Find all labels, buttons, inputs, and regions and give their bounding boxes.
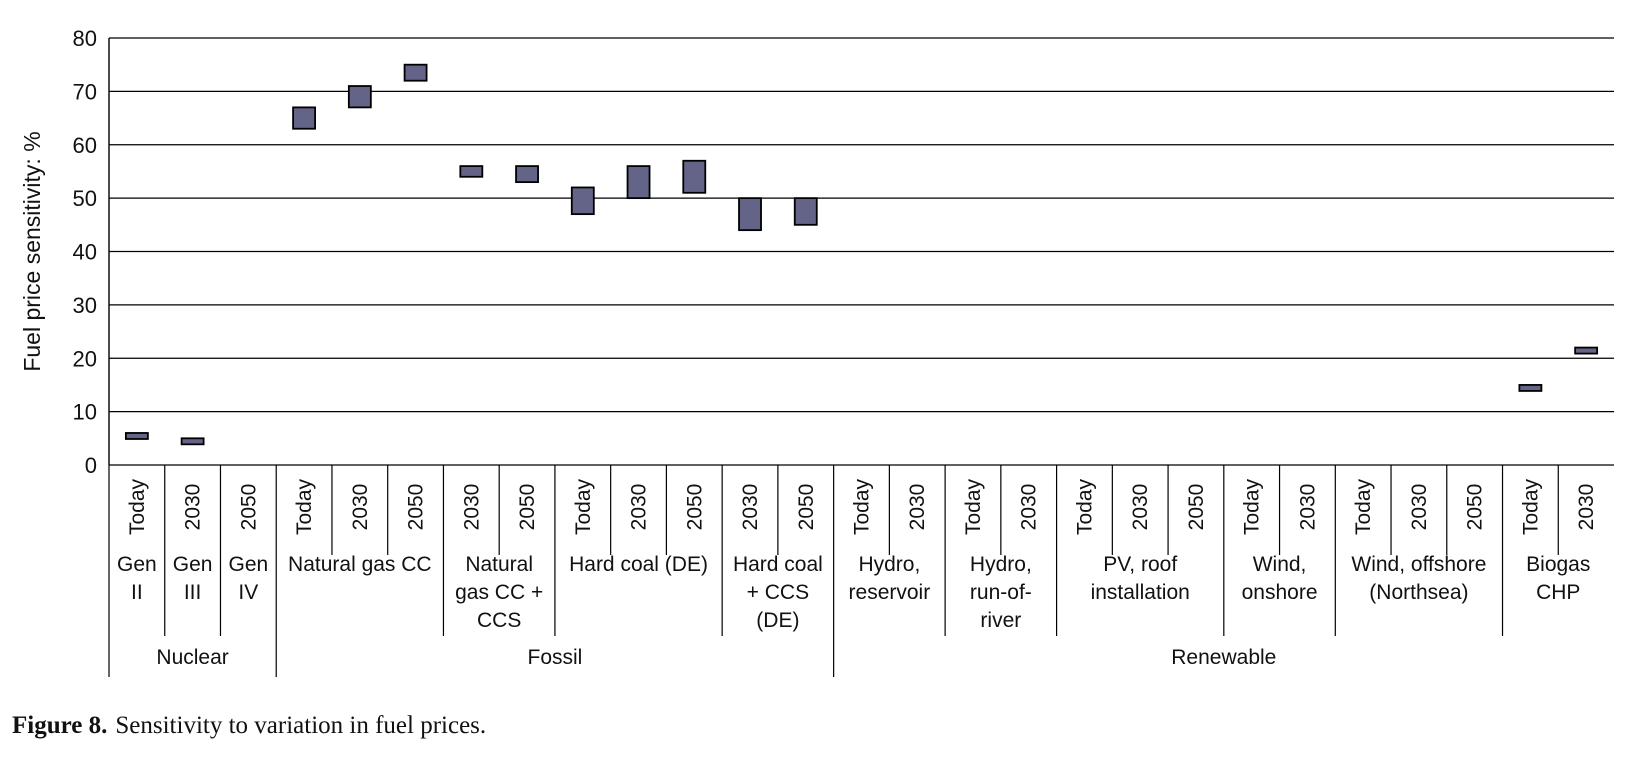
figure-caption: Figure 8. Sensitivity to variation in fue… — [12, 712, 486, 740]
period-label: 2050 — [237, 484, 260, 531]
technology-label: Gen — [117, 553, 157, 576]
period-label: 2030 — [906, 484, 929, 531]
technology-label: (DE) — [756, 609, 799, 632]
period-label: 2030 — [1575, 484, 1598, 531]
technology-label: Gen — [173, 553, 213, 576]
period-label: Today — [1241, 478, 1264, 535]
period-label: Today — [293, 478, 316, 535]
y-tick-label: 40 — [73, 240, 97, 265]
technology-label: CCS — [477, 609, 521, 632]
period-label: 2030 — [1408, 484, 1431, 531]
technology-label: gas CC + — [455, 581, 543, 604]
period-label: 2030 — [349, 484, 372, 531]
range-bar — [738, 197, 762, 232]
period-label: 2030 — [739, 484, 762, 531]
y-tick-label: 0 — [85, 453, 97, 478]
technology-label: (Northsea) — [1369, 581, 1468, 604]
period-label: 2050 — [1464, 484, 1487, 531]
technology-label: IV — [238, 581, 258, 604]
group-label: Nuclear — [156, 646, 228, 669]
period-label: Today — [126, 478, 149, 535]
period-label: Today — [962, 478, 985, 535]
period-label: 2030 — [1018, 484, 1041, 531]
y-tick-label: 50 — [73, 186, 97, 211]
range-bar — [292, 106, 316, 130]
technology-label: installation — [1091, 581, 1190, 604]
group-label: Renewable — [1171, 646, 1276, 669]
technology-label: Natural — [465, 553, 533, 576]
range-bar — [515, 165, 539, 184]
y-tick-label: 60 — [73, 133, 97, 158]
period-label: 2030 — [1129, 484, 1152, 531]
range-bar — [570, 186, 595, 216]
period-label: 2050 — [405, 484, 428, 531]
technology-label: Hydro, — [858, 553, 920, 576]
period-label: 2030 — [182, 484, 205, 531]
technology-label: Wind, offshore — [1351, 553, 1486, 576]
range-bar — [1574, 346, 1599, 355]
range-bar — [793, 197, 818, 226]
technology-label: Hydro, — [970, 553, 1032, 576]
technology-label: run-of- — [970, 581, 1032, 604]
period-label: 2050 — [516, 484, 539, 531]
technology-label: Hard coal — [733, 553, 823, 576]
period-label: Today — [1352, 478, 1375, 535]
period-label: 2030 — [460, 484, 483, 531]
range-bar — [459, 165, 484, 178]
range-bar — [682, 159, 707, 194]
technology-label: III — [184, 581, 202, 604]
technology-label: river — [980, 609, 1021, 632]
period-label: 2030 — [1296, 484, 1319, 531]
period-label: 2050 — [795, 484, 818, 531]
technology-label: Wind, — [1253, 553, 1307, 576]
group-label: Fossil — [528, 646, 583, 669]
range-bar — [1518, 384, 1543, 392]
range-bar — [180, 437, 205, 446]
y-tick-label: 10 — [73, 400, 97, 425]
y-axis-label: Fuel price sensitivity: % — [19, 131, 45, 371]
range-bar — [403, 63, 428, 82]
y-tick-label: 20 — [73, 346, 97, 371]
technology-label: Hard coal (DE) — [569, 553, 708, 576]
technology-label: CHP — [1536, 581, 1580, 604]
technology-label: Gen — [229, 553, 269, 576]
y-tick-label: 70 — [73, 79, 97, 104]
period-label: Today — [1073, 478, 1096, 535]
period-label: Today — [851, 478, 874, 535]
period-label: Today — [572, 478, 595, 535]
technology-label: PV, roof — [1103, 553, 1177, 576]
y-tick-label: 80 — [73, 26, 97, 51]
range-bar — [626, 165, 651, 200]
period-label: 2050 — [683, 484, 706, 531]
technology-label: II — [131, 581, 143, 604]
technology-label: + CCS — [747, 581, 809, 604]
range-bar — [124, 432, 149, 440]
period-label: 2030 — [628, 484, 651, 531]
y-tick-label: 30 — [73, 293, 97, 318]
technology-label: Biogas — [1526, 553, 1590, 576]
figure-caption-label: Figure 8. — [12, 712, 108, 739]
figure-caption-text: Sensitivity to variation in fuel prices. — [115, 712, 487, 739]
range-bar — [347, 85, 372, 109]
period-label: Today — [1519, 478, 1542, 535]
technology-label: onshore — [1242, 581, 1318, 604]
technology-label: reservoir — [849, 581, 931, 604]
period-label: 2050 — [1185, 484, 1208, 531]
technology-label: Natural gas CC — [288, 553, 432, 576]
